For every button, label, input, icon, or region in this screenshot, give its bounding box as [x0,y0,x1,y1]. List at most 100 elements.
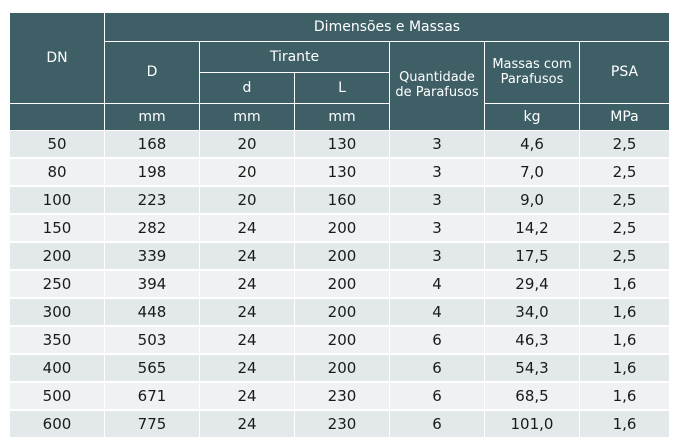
dimensions-table: DN Dimensões e Massas D Tirante Quantida… [9,12,671,439]
cell-l: 200 [294,270,390,299]
cell-massas: 4,6 [484,130,580,159]
cell-massas: 7,0 [484,158,580,187]
table-row: 350 503 24 200 6 46,3 1,6 [9,326,671,355]
cell-quantidade: 4 [389,270,485,299]
cell-d: 394 [104,270,200,299]
cell-l: 200 [294,242,390,271]
cell-massas: 17,5 [484,242,580,271]
cell-d-small: 24 [199,270,295,299]
cell-l: 160 [294,186,390,215]
cell-quantidade: 4 [389,298,485,327]
cell-d-small: 24 [199,214,295,243]
cell-d-small: 20 [199,130,295,159]
cell-d: 565 [104,354,200,383]
table-row: 500 671 24 230 6 68,5 1,6 [9,382,671,411]
cell-d-small: 24 [199,326,295,355]
cell-d-small: 20 [199,158,295,187]
cell-massas: 14,2 [484,214,580,243]
header-unit-dn [9,103,105,131]
cell-quantidade: 3 [389,130,485,159]
cell-massas: 29,4 [484,270,580,299]
header-unit-d: mm [104,103,200,131]
cell-dn: 150 [9,214,105,243]
table-row: 150 282 24 200 3 14,2 2,5 [9,214,671,243]
cell-psa: 2,5 [578,130,671,159]
table-row: 50 168 20 130 3 4,6 2,5 [9,130,671,159]
cell-dn: 50 [9,130,105,159]
cell-massas: 68,5 [484,382,580,411]
cell-psa: 1,6 [578,270,671,299]
cell-l: 200 [294,298,390,327]
table-row: 100 223 20 160 3 9,0 2,5 [9,186,671,215]
cell-psa: 2,5 [578,242,671,271]
table-row: 400 565 24 200 6 54,3 1,6 [9,354,671,383]
cell-dn: 80 [9,158,105,187]
cell-quantidade: 6 [389,382,485,411]
header-d-outer: D [104,41,200,104]
cell-l: 130 [294,130,390,159]
cell-massas: 9,0 [484,186,580,215]
table-header: DN Dimensões e Massas D Tirante Quantida… [9,12,671,131]
cell-l: 130 [294,158,390,187]
header-dn: DN [9,12,105,104]
header-unit-d-small: mm [199,103,295,131]
cell-dn: 300 [9,298,105,327]
table-row: 200 339 24 200 3 17,5 2,5 [9,242,671,271]
cell-d-small: 24 [199,382,295,411]
cell-l: 200 [294,354,390,383]
cell-psa: 1,6 [578,354,671,383]
table-row: 250 394 24 200 4 29,4 1,6 [9,270,671,299]
cell-l: 200 [294,214,390,243]
cell-psa: 2,5 [578,186,671,215]
cell-dn: 200 [9,242,105,271]
cell-d: 168 [104,130,200,159]
cell-psa: 1,6 [578,382,671,411]
table-row: 300 448 24 200 4 34,0 1,6 [9,298,671,327]
cell-d: 671 [104,382,200,411]
cell-dn: 500 [9,382,105,411]
cell-quantidade: 3 [389,186,485,215]
cell-d: 339 [104,242,200,271]
cell-psa: 2,5 [578,214,671,243]
cell-psa: 1,6 [578,326,671,355]
cell-d-small: 20 [199,186,295,215]
cell-d: 198 [104,158,200,187]
cell-d: 448 [104,298,200,327]
cell-d: 503 [104,326,200,355]
cell-quantidade: 3 [389,242,485,271]
header-unit-psa: MPa [578,103,671,131]
cell-quantidade: 6 [389,354,485,383]
cell-dn: 100 [9,186,105,215]
cell-dn: 600 [9,410,105,439]
header-unit-massas: kg [484,103,580,131]
cell-psa: 1,6 [578,410,671,439]
cell-l: 200 [294,326,390,355]
cell-d: 282 [104,214,200,243]
header-d-small: d [199,72,295,104]
cell-d-small: 24 [199,354,295,383]
header-l: L [294,72,390,104]
cell-massas: 34,0 [484,298,580,327]
header-group-title: Dimensões e Massas [103,12,671,42]
cell-quantidade: 6 [389,326,485,355]
table-row: 80 198 20 130 3 7,0 2,5 [9,158,671,187]
cell-massas: 101,0 [484,410,580,439]
dimensions-table-container: DN Dimensões e Massas D Tirante Quantida… [9,12,671,439]
cell-dn: 400 [9,354,105,383]
header-psa: PSA [578,41,671,104]
cell-quantidade: 3 [389,158,485,187]
cell-l: 230 [294,382,390,411]
header-quantidade: Quantidade de Parafusos [389,41,485,131]
cell-quantidade: 6 [389,410,485,439]
cell-massas: 46,3 [484,326,580,355]
header-tirante: Tirante [199,41,390,73]
cell-psa: 2,5 [578,158,671,187]
header-massas: Massas com Parafusos [484,41,580,104]
cell-d-small: 24 [199,410,295,439]
table-body: 50 168 20 130 3 4,6 2,5 80 198 20 130 3 … [9,130,671,439]
cell-d: 223 [104,186,200,215]
cell-d: 775 [104,410,200,439]
table-row: 600 775 24 230 6 101,0 1,6 [9,410,671,439]
cell-dn: 350 [9,326,105,355]
cell-l: 230 [294,410,390,439]
